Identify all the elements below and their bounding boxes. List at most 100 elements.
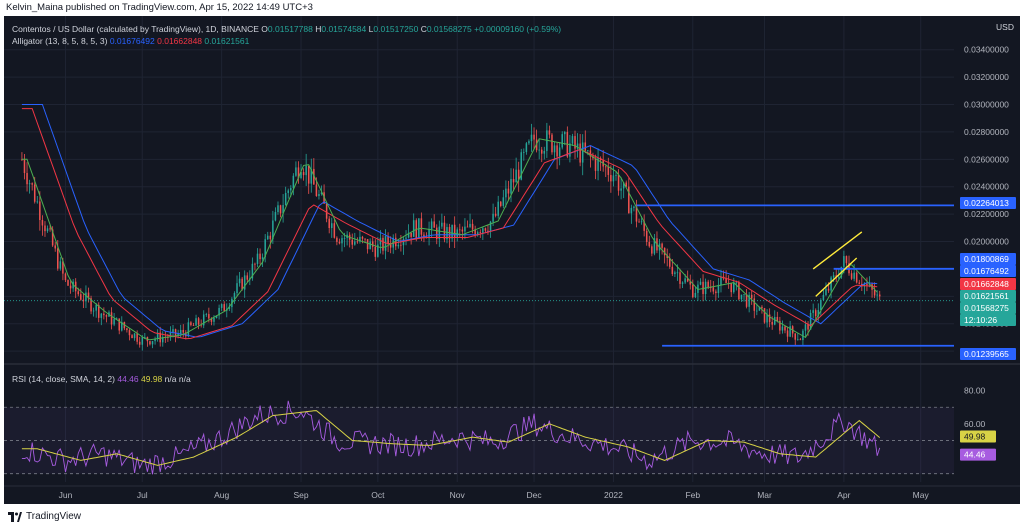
candle-body[interactable] xyxy=(855,272,858,283)
candle[interactable] xyxy=(487,224,489,235)
candle-body[interactable] xyxy=(182,329,185,333)
candle-body[interactable] xyxy=(681,282,684,284)
candle-body[interactable] xyxy=(420,218,423,235)
candle[interactable] xyxy=(156,329,159,342)
candle[interactable] xyxy=(192,322,195,326)
candle-body[interactable] xyxy=(538,149,540,151)
candle[interactable] xyxy=(313,158,315,185)
candle-body[interactable] xyxy=(581,142,584,163)
candle-body[interactable] xyxy=(446,227,448,240)
candle[interactable] xyxy=(236,275,238,297)
candle[interactable] xyxy=(615,171,617,181)
candle[interactable] xyxy=(766,309,768,328)
candle-body[interactable] xyxy=(615,174,617,176)
candle-body[interactable] xyxy=(144,337,146,338)
candle[interactable] xyxy=(131,334,133,339)
candle-body[interactable] xyxy=(564,132,566,135)
candle[interactable] xyxy=(512,168,515,192)
candle-body[interactable] xyxy=(453,224,456,239)
candle-body[interactable] xyxy=(336,237,338,242)
candle[interactable] xyxy=(689,274,692,290)
candle[interactable] xyxy=(110,307,113,330)
candle-body[interactable] xyxy=(569,143,571,157)
candle[interactable] xyxy=(589,145,592,168)
candle-body[interactable] xyxy=(789,326,791,337)
candle-body[interactable] xyxy=(397,244,400,247)
candle-body[interactable] xyxy=(161,337,164,343)
candle-body[interactable] xyxy=(494,213,497,216)
candle[interactable] xyxy=(138,336,141,348)
candle[interactable] xyxy=(873,282,876,299)
candle-body[interactable] xyxy=(156,332,159,340)
candle-body[interactable] xyxy=(686,278,689,282)
candle[interactable] xyxy=(638,218,640,223)
candle-body[interactable] xyxy=(730,283,732,293)
candle[interactable] xyxy=(812,303,814,319)
candle-body[interactable] xyxy=(292,175,295,189)
candle[interactable] xyxy=(820,298,822,316)
candle-body[interactable] xyxy=(228,307,231,309)
candle-body[interactable] xyxy=(843,256,845,267)
candle-body[interactable] xyxy=(832,275,835,278)
candle[interactable] xyxy=(528,139,530,145)
candle-body[interactable] xyxy=(23,159,26,174)
candle[interactable] xyxy=(402,236,405,255)
candle-body[interactable] xyxy=(643,221,645,231)
price-chart-svg[interactable]: 0.03400000 0.03200000 0.03000000 0.02800000… xyxy=(4,16,1020,504)
candle[interactable] xyxy=(581,134,584,176)
candle-body[interactable] xyxy=(876,294,878,296)
candle-body[interactable] xyxy=(87,292,90,299)
candle-body[interactable] xyxy=(604,166,607,168)
candle-body[interactable] xyxy=(64,273,67,281)
candle[interactable] xyxy=(377,237,379,258)
candle[interactable] xyxy=(459,223,461,238)
candle-body[interactable] xyxy=(530,134,533,142)
candle[interactable] xyxy=(584,130,587,154)
candle[interactable] xyxy=(297,161,300,184)
candle[interactable] xyxy=(251,257,254,281)
candle[interactable] xyxy=(39,191,41,231)
candle-body[interactable] xyxy=(533,134,535,140)
candle-body[interactable] xyxy=(717,284,720,294)
candle[interactable] xyxy=(51,226,54,247)
candle[interactable] xyxy=(866,277,868,292)
candle-body[interactable] xyxy=(241,278,243,290)
candle-body[interactable] xyxy=(51,229,54,246)
candle[interactable] xyxy=(103,307,105,320)
candle-body[interactable] xyxy=(95,304,97,311)
candle-body[interactable] xyxy=(103,313,105,316)
candle-body[interactable] xyxy=(92,310,95,312)
candle[interactable] xyxy=(699,278,702,286)
candle-body[interactable] xyxy=(31,183,33,185)
candle-body[interactable] xyxy=(85,292,87,302)
candle-body[interactable] xyxy=(400,244,402,246)
candle[interactable] xyxy=(464,218,466,240)
candle-body[interactable] xyxy=(756,310,758,312)
candle[interactable] xyxy=(423,232,425,243)
candle-body[interactable] xyxy=(525,143,528,152)
candle-body[interactable] xyxy=(515,169,517,183)
candle[interactable] xyxy=(855,271,858,284)
candle-body[interactable] xyxy=(423,234,425,238)
candle[interactable] xyxy=(630,204,633,224)
candle[interactable] xyxy=(743,294,745,302)
candle-body[interactable] xyxy=(499,201,502,206)
candle-body[interactable] xyxy=(610,174,612,182)
candle[interactable] xyxy=(571,133,574,146)
candle-body[interactable] xyxy=(758,306,761,311)
candle[interactable] xyxy=(653,234,656,256)
candle-body[interactable] xyxy=(579,143,581,163)
candle-body[interactable] xyxy=(377,244,379,257)
candle-body[interactable] xyxy=(197,318,200,325)
candle-body[interactable] xyxy=(80,294,82,300)
candle[interactable] xyxy=(105,314,108,323)
candle[interactable] xyxy=(469,213,471,229)
candle-body[interactable] xyxy=(272,220,274,240)
candle-body[interactable] xyxy=(822,295,825,300)
candle-body[interactable] xyxy=(617,174,620,191)
candle-body[interactable] xyxy=(277,205,279,213)
candle-body[interactable] xyxy=(54,245,56,249)
candle-body[interactable] xyxy=(738,282,740,300)
candle-body[interactable] xyxy=(190,322,192,326)
candle[interactable] xyxy=(395,233,397,251)
